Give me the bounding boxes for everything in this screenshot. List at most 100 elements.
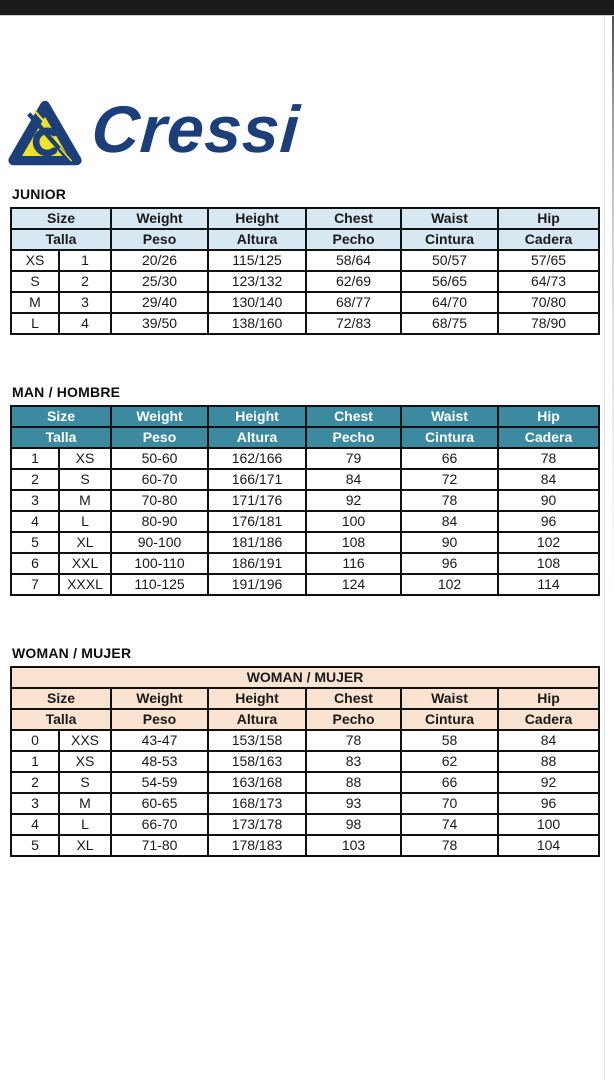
table-cell: 79	[305, 447, 403, 470]
table-cell: 84	[305, 468, 403, 491]
column-header: Size	[9, 405, 113, 428]
table-cell: 7	[10, 573, 60, 596]
table-cell: 74	[400, 813, 499, 836]
table-cell: 78/90	[497, 312, 601, 335]
table-cell: 6	[10, 552, 60, 575]
table-row: 4 L 66-70 173/178 98 74 100	[10, 813, 601, 836]
table-row: 3 M 70-80 171/176 92 78 90	[10, 489, 601, 512]
table-cell: 153/158	[207, 729, 307, 752]
table-cell: 57/65	[497, 249, 601, 272]
table-cell: 92	[305, 489, 403, 512]
table-banner-row: WOMAN / MUJER	[9, 666, 601, 689]
table-cell: 90-100	[110, 531, 210, 554]
table-cell: 5	[10, 531, 60, 554]
table-cell: S	[57, 468, 113, 491]
table-cell: 80-90	[110, 510, 210, 533]
column-header: Height	[207, 207, 308, 230]
table-row: 1 XS 50-60 162/166 79 66 78	[10, 447, 601, 470]
section-label-junior: JUNIOR	[12, 186, 67, 202]
man-size-table: Size Weight Height Chest Waist Hip Talla Peso Al…	[9, 405, 601, 596]
table-cell: 178/183	[207, 834, 307, 857]
table-cell: 102	[497, 531, 601, 554]
table-cell: 138/160	[207, 312, 308, 335]
table-cell: L	[57, 510, 113, 533]
table-row: XS 1 20/26 115/125 58/64 50/57 57/65	[10, 249, 601, 272]
table-cell: 2	[57, 270, 113, 293]
table-cell: 78	[497, 447, 601, 470]
table-cell: 166/171	[207, 468, 308, 491]
column-header: Altura	[207, 228, 308, 251]
table-cell: 173/178	[207, 813, 307, 836]
table-cell: XS	[58, 750, 112, 773]
table-cell: 60-70	[110, 468, 210, 491]
table-cell: 84	[400, 510, 500, 533]
table-row: 4 L 80-90 176/181 100 84 96	[10, 510, 601, 533]
table-cell: 103	[305, 834, 402, 857]
table-cell: 66	[400, 447, 500, 470]
cressi-wordmark: Cressi	[89, 92, 303, 166]
table-cell: 171/176	[207, 489, 308, 512]
table-cell: 25/30	[110, 270, 210, 293]
table-cell: 78	[400, 834, 499, 857]
table-row: L 4 39/50 138/160 72/83 68/75 78/90	[10, 312, 601, 335]
table-cell: 100	[496, 813, 601, 836]
table-cell: 104	[496, 834, 601, 857]
column-header: Chest	[305, 687, 402, 710]
table-row: 6 XXL 100-110 186/191 116 96 108	[10, 552, 601, 575]
column-header: Waist	[400, 207, 500, 230]
table-cell: 115/125	[207, 249, 308, 272]
table-row: 5 XL 71-80 178/183 103 78 104	[10, 834, 601, 857]
table-cell: M	[57, 489, 113, 512]
header-row-es: Talla Peso Altura Pecho Cintura Cadera	[9, 426, 601, 449]
table-cell: 78	[400, 489, 500, 512]
table-cell: 50-60	[110, 447, 210, 470]
table-cell: 48-53	[110, 750, 209, 773]
column-header: Pecho	[305, 426, 403, 449]
table-cell: 64/73	[497, 270, 601, 293]
table-cell: 58/64	[305, 249, 403, 272]
table-cell: 62	[400, 750, 499, 773]
table-cell: 58	[400, 729, 499, 752]
header-row-es: Talla Peso Altura Pecho Cintura Cadera	[9, 228, 601, 251]
table-cell: 108	[305, 531, 403, 554]
table-cell: 64/70	[400, 291, 500, 314]
column-header: Peso	[110, 228, 210, 251]
column-header: Cintura	[400, 708, 499, 731]
table-cell: 0	[10, 729, 60, 752]
table-row: M 3 29/40 130/140 68/77 64/70 70/80	[10, 291, 601, 314]
table-cell: XXL	[57, 552, 113, 575]
table-cell: M	[58, 792, 112, 815]
column-header: Peso	[110, 426, 210, 449]
column-header: Peso	[110, 708, 209, 731]
column-header: Cadera	[497, 228, 601, 251]
table-cell: 66-70	[110, 813, 209, 836]
table-cell: 1	[10, 447, 60, 470]
table-cell: 2	[10, 771, 60, 794]
table-cell: XXXL	[57, 573, 113, 596]
table-cell: 96	[497, 510, 601, 533]
table-cell: 96	[496, 792, 601, 815]
table-row: 3 M 60-65 168/173 93 70 96	[10, 792, 601, 815]
table-row: 5 XL 90-100 181/186 108 90 102	[10, 531, 601, 554]
column-header: Chest	[305, 405, 403, 428]
column-header: Talla	[9, 426, 113, 449]
table-cell: 100-110	[110, 552, 210, 575]
table-cell: 62/69	[305, 270, 403, 293]
table-cell: 93	[305, 792, 402, 815]
section-label-man: MAN / HOMBRE	[12, 384, 121, 400]
table-cell: XXS	[58, 729, 112, 752]
column-header: Size	[9, 207, 113, 230]
cressi-triangle-icon	[8, 100, 82, 166]
table-cell: 4	[10, 510, 60, 533]
section-label-woman: WOMAN / MUJER	[12, 645, 132, 661]
table-row: 2 S 54-59 163/168 88 66 92	[10, 771, 601, 794]
cressi-logo: Cressi	[8, 92, 302, 170]
column-header: Cintura	[400, 228, 500, 251]
table-cell: 66	[400, 771, 499, 794]
header-row-en: Size Weight Height Chest Waist Hip	[9, 207, 601, 230]
table-cell: 88	[305, 771, 402, 794]
table-cell: 72/83	[305, 312, 403, 335]
table-cell: 2	[10, 468, 60, 491]
table-cell: 78	[305, 729, 402, 752]
